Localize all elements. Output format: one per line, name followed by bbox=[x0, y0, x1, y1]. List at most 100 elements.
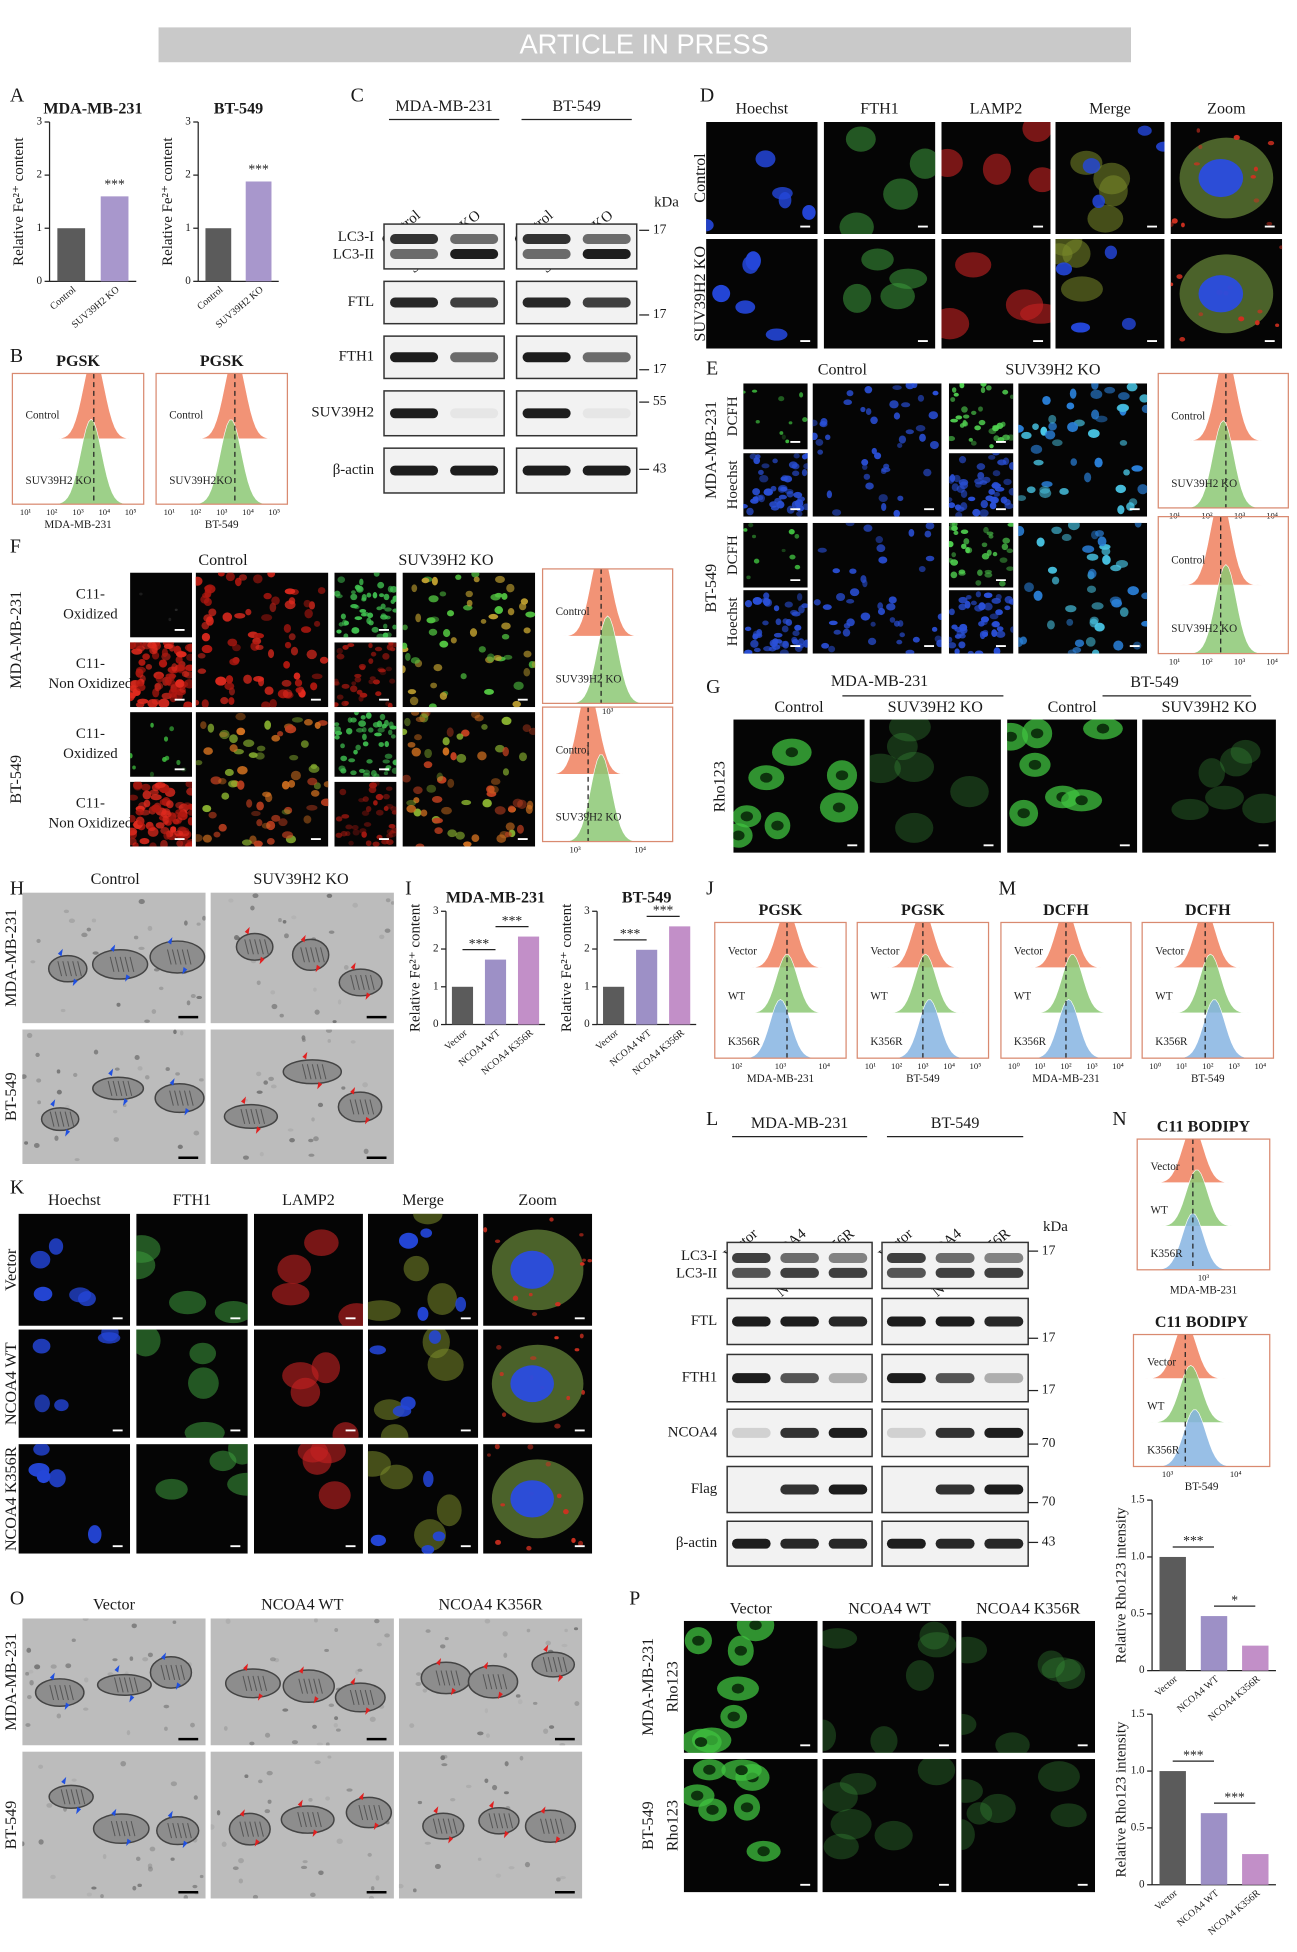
cell bbox=[100, 1894, 104, 1899]
column-header: LAMP2 bbox=[282, 1192, 335, 1209]
cell bbox=[386, 833, 393, 839]
cell bbox=[253, 574, 263, 584]
mitochondrion bbox=[280, 1805, 335, 1834]
histogram-curve bbox=[857, 922, 989, 969]
row-label: FTL bbox=[691, 1313, 717, 1329]
y-tick-label: 3 bbox=[433, 905, 439, 917]
cell bbox=[375, 691, 382, 697]
cell bbox=[574, 1348, 580, 1352]
cell bbox=[1091, 383, 1099, 390]
cell bbox=[510, 1480, 554, 1518]
cell bbox=[350, 590, 356, 595]
cell bbox=[138, 946, 145, 950]
histogram-frame bbox=[1157, 516, 1289, 655]
cell bbox=[244, 1774, 249, 1779]
cell bbox=[190, 994, 196, 999]
cell bbox=[909, 148, 936, 179]
cell bbox=[237, 765, 248, 775]
micrograph bbox=[136, 1213, 248, 1326]
cell bbox=[995, 630, 1006, 638]
histogram-frame bbox=[856, 921, 990, 1059]
crista bbox=[364, 1689, 370, 1706]
cell bbox=[71, 1778, 77, 1782]
cell bbox=[505, 822, 515, 831]
cell bbox=[503, 654, 513, 660]
cell bbox=[391, 827, 397, 834]
cell bbox=[158, 659, 168, 668]
cell bbox=[564, 1628, 568, 1633]
cell bbox=[860, 612, 871, 621]
cell bbox=[1028, 759, 1042, 770]
cell bbox=[265, 792, 273, 803]
cell bbox=[130, 814, 136, 823]
cell bbox=[1267, 140, 1275, 146]
cell bbox=[999, 557, 1008, 563]
cell bbox=[970, 600, 977, 606]
cell bbox=[1253, 166, 1259, 172]
cell bbox=[203, 747, 213, 755]
cell bbox=[271, 814, 281, 822]
cell bbox=[522, 724, 532, 732]
histogram-title: C11 BODIPY bbox=[1155, 1314, 1249, 1331]
crista bbox=[313, 1678, 318, 1694]
blot-band bbox=[732, 1485, 771, 1495]
cell bbox=[487, 785, 499, 794]
x-tick-label: 10⁴ bbox=[98, 507, 110, 517]
micrograph bbox=[18, 1329, 131, 1438]
cell bbox=[744, 649, 753, 654]
cell bbox=[338, 1303, 363, 1326]
x-tick-label: 10⁴ bbox=[1254, 1061, 1266, 1071]
column-header: BT-549 bbox=[1130, 674, 1179, 691]
crista bbox=[249, 1821, 254, 1837]
cell bbox=[495, 575, 505, 584]
cell bbox=[877, 602, 884, 610]
crista bbox=[259, 1821, 264, 1837]
cell bbox=[281, 809, 291, 815]
population-label: K356R bbox=[1150, 1248, 1183, 1260]
cell bbox=[832, 509, 842, 516]
cell bbox=[420, 809, 428, 817]
cell bbox=[202, 834, 212, 843]
cell bbox=[424, 1841, 431, 1845]
row-label: LC3-II bbox=[676, 1266, 717, 1282]
population-label: Control bbox=[556, 744, 590, 756]
cell bbox=[160, 810, 172, 818]
blot-band bbox=[984, 1252, 1024, 1263]
cell bbox=[455, 574, 462, 580]
cell bbox=[1009, 394, 1014, 400]
cell bbox=[822, 604, 832, 610]
cell bbox=[335, 832, 343, 838]
cell bbox=[746, 507, 754, 516]
cell bbox=[391, 767, 397, 774]
cell bbox=[382, 759, 390, 764]
cell bbox=[232, 1866, 239, 1871]
blot-band bbox=[886, 1316, 926, 1327]
crista bbox=[557, 1656, 563, 1673]
blot-band bbox=[935, 1373, 975, 1384]
histogram-curve bbox=[714, 998, 847, 1059]
cell bbox=[253, 633, 265, 639]
cell bbox=[343, 620, 349, 626]
cell bbox=[835, 770, 849, 781]
cell bbox=[1055, 1658, 1086, 1689]
cell bbox=[556, 1877, 561, 1882]
micrograph bbox=[130, 712, 193, 777]
cell bbox=[392, 1405, 412, 1417]
cell bbox=[994, 486, 1005, 492]
micrograph bbox=[253, 1213, 363, 1326]
blot-band bbox=[731, 1252, 771, 1263]
cell bbox=[999, 580, 1006, 587]
cell bbox=[1085, 637, 1096, 647]
cell bbox=[201, 632, 211, 642]
row-label: FTH1 bbox=[682, 1370, 717, 1386]
cell bbox=[781, 548, 786, 553]
cell bbox=[376, 633, 385, 638]
y-axis-label: Relative Rho123 intensity bbox=[1114, 1507, 1130, 1663]
cell bbox=[975, 591, 982, 598]
cell bbox=[184, 664, 193, 672]
cell bbox=[1067, 421, 1079, 433]
cell bbox=[116, 1002, 121, 1007]
cell bbox=[752, 597, 763, 605]
mitochondrion bbox=[228, 1812, 271, 1846]
cell bbox=[126, 1730, 131, 1736]
